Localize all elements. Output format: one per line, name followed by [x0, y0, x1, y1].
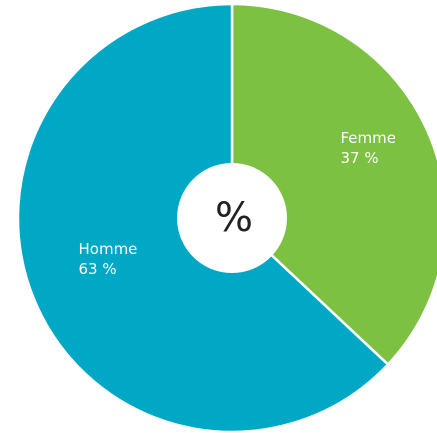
slice-label: Homme: [79, 240, 138, 258]
center-label: %: [215, 195, 253, 241]
slice-value-label: 63 %: [79, 260, 117, 278]
slice-label: Femme: [340, 129, 396, 147]
slice: [230, 2, 437, 367]
donut-hole: [177, 163, 287, 273]
slice-value-label: 37 %: [340, 149, 378, 167]
